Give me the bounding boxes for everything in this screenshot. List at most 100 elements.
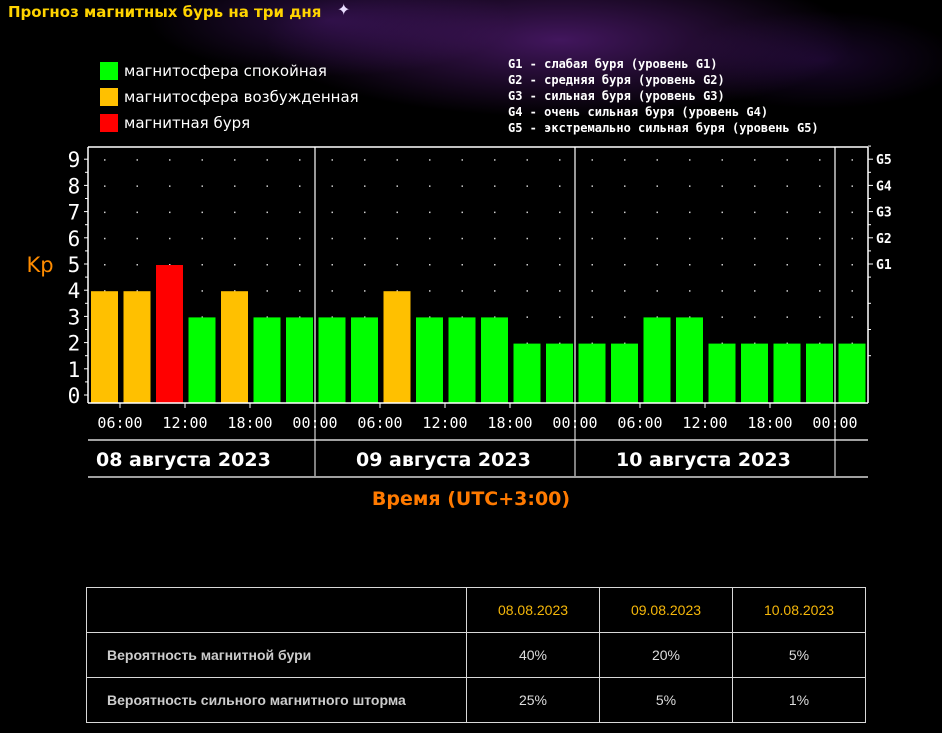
grid-dot <box>819 290 821 292</box>
grid-dot <box>201 316 203 318</box>
grid-dot <box>624 237 626 240</box>
grid-dot <box>851 290 853 292</box>
page-title: Прогноз магнитных бурь на три дня <box>8 3 322 21</box>
grid-dot <box>624 290 626 292</box>
g-legend-line: G1 - слабая буря (уровень G1) <box>508 57 718 71</box>
kp-bar <box>773 343 801 403</box>
grid-dot <box>331 264 333 266</box>
grid-dot <box>819 159 821 161</box>
grid-dot <box>754 159 756 161</box>
grid-dot <box>754 211 756 214</box>
grid-dot <box>559 159 561 161</box>
grid-dot <box>396 237 398 240</box>
y-tick-label: 7 <box>68 201 81 225</box>
grid-dot <box>104 237 106 240</box>
grid-dot <box>624 211 626 214</box>
grid-dot <box>494 159 496 161</box>
grid-dot <box>851 185 853 187</box>
grid-dot <box>266 159 268 161</box>
grid-dot <box>754 237 756 240</box>
grid-dot <box>526 185 528 187</box>
grid-dot <box>266 290 268 292</box>
grid-dot <box>526 159 528 161</box>
table-date-header: 09.08.2023 <box>599 587 733 633</box>
kp-bar <box>286 317 313 403</box>
grid-dot <box>559 237 561 240</box>
grid-dot <box>396 290 398 292</box>
table-cell: 5% <box>732 632 866 678</box>
kp-bar <box>123 291 151 403</box>
grid-dot <box>591 316 593 318</box>
grid-dot <box>201 211 203 214</box>
grid-dot <box>559 264 561 266</box>
kp-bar <box>253 317 281 403</box>
grid-dot <box>299 264 301 266</box>
grid-dot <box>526 316 528 318</box>
grid-dot <box>721 185 723 187</box>
grid-dot <box>851 342 853 345</box>
grid-dot <box>624 342 626 345</box>
grid-dot <box>526 264 528 266</box>
grid-dot <box>624 185 626 187</box>
grid-layer <box>104 159 853 371</box>
kp-bar <box>448 317 476 403</box>
grid-dot <box>234 211 236 214</box>
grid-dot <box>494 211 496 214</box>
grid-dot <box>364 264 366 266</box>
grid-dot <box>461 211 463 214</box>
grid-dot <box>591 237 593 240</box>
grid-dot <box>721 290 723 292</box>
grid-dot <box>689 211 691 214</box>
g-legend-line: G5 - экстремально сильная буря (уровень … <box>508 121 819 135</box>
grid-dot <box>721 211 723 214</box>
day-label: 09 августа 2023 <box>356 449 531 471</box>
grid-dot <box>851 211 853 214</box>
grid-dot <box>624 264 626 266</box>
grid-dot <box>234 159 236 161</box>
grid-dot <box>136 237 138 240</box>
grid-dot <box>461 290 463 292</box>
grid-dot <box>819 237 821 240</box>
header-background <box>0 0 942 150</box>
grid-dot <box>364 185 366 187</box>
kp-bar <box>806 343 833 403</box>
grid-dot <box>656 264 658 266</box>
y-tick-label: 9 <box>68 148 81 172</box>
grid-dot <box>429 316 431 318</box>
kp-bar <box>221 291 248 403</box>
g-tick-label: G5 <box>876 153 892 168</box>
kp-bar <box>643 317 671 403</box>
x-tick-label: 06:00 <box>357 414 402 432</box>
grid-dot <box>331 211 333 214</box>
grid-dot <box>169 211 171 214</box>
grid-dot <box>591 185 593 187</box>
grid-dot <box>559 342 561 345</box>
grid-dot <box>396 159 398 161</box>
grid-dot <box>689 237 691 240</box>
day-label: 10 августа 2023 <box>616 449 791 471</box>
grid-dot <box>201 264 203 266</box>
grid-dot <box>136 264 138 266</box>
kp-bar <box>838 343 866 403</box>
grid-dot <box>786 237 788 240</box>
grid-dot <box>364 159 366 161</box>
x-axis-title: Время (UTC+3:00) <box>371 488 571 510</box>
grid-dot <box>494 185 496 187</box>
grid-dot <box>559 211 561 214</box>
grid-dot <box>364 237 366 240</box>
grid-dot <box>851 316 853 318</box>
grid-dot <box>851 264 853 266</box>
grid-dot <box>364 290 366 292</box>
grid-dot <box>754 316 756 318</box>
grid-dot <box>104 185 106 187</box>
grid-dot <box>656 316 658 318</box>
grid-dot <box>169 264 171 266</box>
grid-dot <box>494 237 496 240</box>
table-header-row: 08.08.2023 09.08.2023 10.08.2023 <box>86 587 866 633</box>
grid-dot <box>786 290 788 292</box>
grid-dot <box>266 316 268 318</box>
g-legend-line: G4 - очень сильная буря (уровень G4) <box>508 105 769 119</box>
bars-layer <box>91 265 866 403</box>
kp-bar <box>546 343 573 403</box>
grid-dot <box>461 185 463 187</box>
